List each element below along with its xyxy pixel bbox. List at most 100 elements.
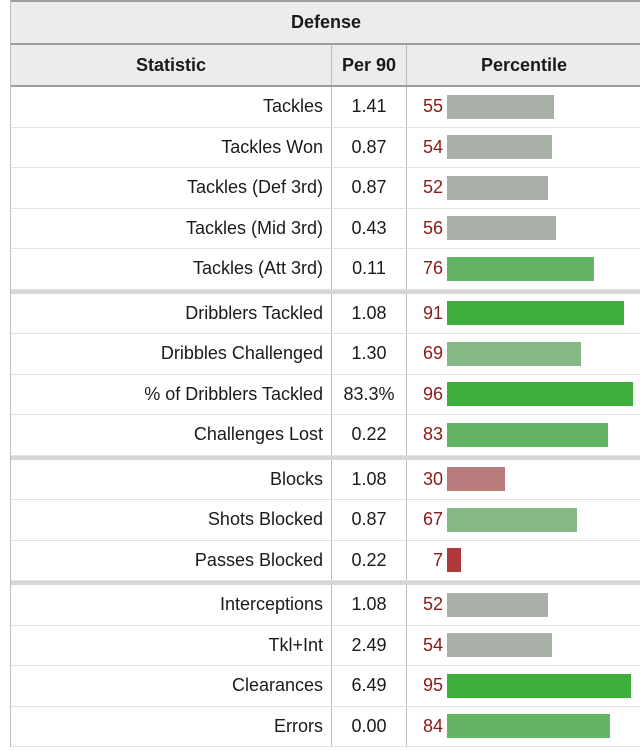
percentile-bar [447,548,461,573]
percentile-bar [447,714,610,739]
per90-value: 0.22 [332,415,407,455]
stat-group: Dribblers Tackled 1.08 91 Dribbles Challeng… [11,289,640,456]
stat-name: Tackles Won [11,127,332,167]
percentile-value: 83 [422,424,443,445]
stat-name: Dribbles Challenged [11,334,332,374]
table-row: Tackles (Def 3rd) 0.87 52 [11,168,640,209]
percentile-bar-track [447,507,640,532]
percentile-bar-track [447,94,640,119]
table-row: Errors 0.00 84 [11,706,640,747]
percentile-cell: 7 [407,541,640,581]
percentile-value: 91 [422,302,443,323]
column-header-per90[interactable]: Per 90 [332,45,407,85]
percentile-bar-track [447,175,640,200]
table-row: Tackles (Mid 3rd) 0.43 56 [11,208,640,249]
percentile-value: 67 [422,509,443,530]
percentile-bar [447,256,595,281]
table-row: Challenges Lost 0.22 83 [11,415,640,456]
column-header-percentile[interactable]: Percentile [480,54,568,75]
percentile-cell: 52 [407,585,640,625]
percentile-bar [447,94,554,119]
percentile-value: 52 [422,177,443,198]
stat-name: Challenges Lost [11,415,332,455]
percentile-bar [447,382,634,407]
per90-value: 0.00 [332,706,407,746]
per90-value: 0.43 [332,208,407,248]
percentile-value: 95 [422,675,443,696]
percentile-bar [447,673,632,698]
table-row: Tackles 1.41 55 [11,87,640,128]
stat-name: Tkl+Int [11,625,332,665]
percentile-value: 52 [422,594,443,615]
column-header-row: Statistic Per 90 Percentile [11,45,640,87]
percentile-bar-track [447,467,640,492]
percentile-bar [447,633,552,658]
table-row: % of Dribblers Tackled 83.3% 96 [11,374,640,415]
table-row: Shots Blocked 0.87 67 [11,500,640,541]
table-row: Blocks 1.08 30 [11,459,640,500]
percentile-bar [447,216,556,241]
percentile-value: 96 [422,383,443,404]
table-row: Interceptions 1.08 52 [11,585,640,626]
percentile-bar [447,175,548,200]
table-row: Tackles Won 0.87 54 [11,127,640,168]
stat-name: Passes Blocked [11,540,332,580]
percentile-value: 69 [422,343,443,364]
table-row: Dribblers Tackled 1.08 91 [11,293,640,334]
table-row: Tackles (Att 3rd) 0.11 76 [11,249,640,290]
per90-value: 1.08 [332,585,407,625]
percentile-bar [447,467,506,492]
percentile-cell: 91 [407,294,640,334]
per90-value: 1.30 [332,334,407,374]
per90-value: 0.87 [332,500,407,540]
percentile-cell: 84 [407,707,640,747]
section-title: Defense [11,0,640,45]
percentile-bar [447,422,609,447]
column-header-statistic[interactable]: Statistic [11,45,332,85]
percentile-cell: 96 [407,375,640,415]
percentile-bar-track [447,256,640,281]
percentile-cell: 83 [407,415,640,455]
stat-name: Errors [11,706,332,746]
per90-value: 83.3% [332,374,407,414]
stat-group: Interceptions 1.08 52 Tkl+Int 2.49 54 Clearanc… [11,581,640,747]
stat-name: Tackles [11,87,332,127]
percentile-value: 84 [422,715,443,736]
stat-name: Clearances [11,666,332,706]
percentile-value: 54 [422,634,443,655]
percentile-bar [447,341,581,366]
per90-value: 0.11 [332,249,407,289]
percentile-value: 56 [422,217,443,238]
percentile-bar-track [447,673,640,698]
percentile-bar-track [447,633,640,658]
stat-name: Tackles (Att 3rd) [11,249,332,289]
percentile-bar-track [447,382,640,407]
percentile-bar-track [447,592,640,617]
table-row: Clearances 6.49 95 [11,666,640,707]
percentile-cell: 76 [407,249,640,289]
per90-value: 0.87 [332,168,407,208]
stat-name: Blocks [11,459,332,499]
defense-stats-table: Defense Statistic Per 90 Percentile Tack… [10,0,640,747]
table-row: Dribbles Challenged 1.30 69 [11,334,640,375]
percentile-bar [447,135,552,160]
stat-name: Shots Blocked [11,500,332,540]
stat-name: Dribblers Tackled [11,293,332,333]
percentile-value: 76 [422,258,443,279]
percentile-cell: 56 [407,209,640,249]
table-row: Tkl+Int 2.49 54 [11,625,640,666]
percentile-bar-track [447,135,640,160]
percentile-value: 30 [422,468,443,489]
percentile-bar-track [447,422,640,447]
percentile-bar-track [447,548,640,573]
per90-value: 6.49 [332,666,407,706]
per90-value: 0.87 [332,127,407,167]
percentile-bar-track [447,714,640,739]
percentile-bar-track [447,341,640,366]
percentile-cell: 95 [407,666,640,706]
percentile-value: 55 [422,96,443,117]
percentile-cell: 54 [407,128,640,168]
per90-value: 2.49 [332,625,407,665]
stat-name: Interceptions [11,585,332,625]
percentile-bar-track [447,216,640,241]
